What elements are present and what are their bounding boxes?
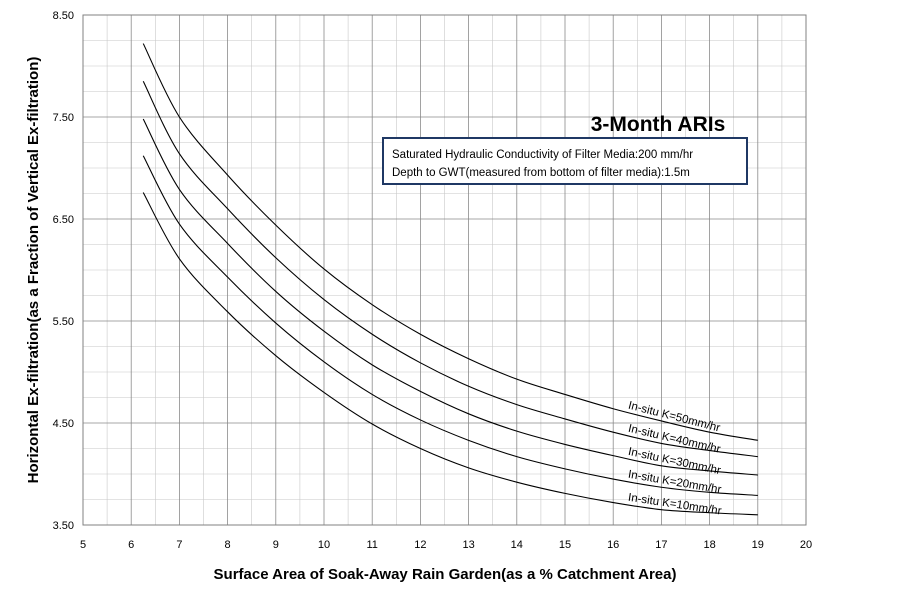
x-tick-label: 19 <box>752 539 764 551</box>
annotation-line-1: Saturated Hydraulic Conductivity of Filt… <box>392 149 693 161</box>
y-axis-title: Horizontal Ex-filtration(as a Fraction o… <box>25 57 42 484</box>
plot-border <box>82 14 807 526</box>
y-tick-label: 7.50 <box>53 112 74 124</box>
annotation-box: Saturated Hydraulic Conductivity of Filt… <box>382 137 748 185</box>
annotation-line-2: Depth to GWT(measured from bottom of fil… <box>392 167 690 179</box>
x-tick-label: 6 <box>128 539 134 551</box>
series-line <box>142 81 758 458</box>
y-tick-label: 3.50 <box>53 520 74 532</box>
x-tick-label: 11 <box>366 539 377 551</box>
series-lines <box>142 43 758 516</box>
x-tick-label: 16 <box>607 539 619 551</box>
series-line <box>142 155 758 496</box>
y-tick-label: 5.50 <box>53 316 74 328</box>
y-tick-label: 4.50 <box>53 418 74 430</box>
series-label: In-situ K=10mm/hr <box>627 492 722 518</box>
annotation-border <box>382 137 748 185</box>
x-tick-label: 20 <box>800 539 812 551</box>
chart-title: 3-Month ARIs <box>591 113 726 136</box>
x-tick-label: 14 <box>511 539 523 551</box>
y-tick-label: 8.50 <box>53 10 74 22</box>
x-tick-label: 9 <box>273 539 279 551</box>
series-line <box>142 192 758 516</box>
x-tick-label: 10 <box>318 539 330 551</box>
x-tick-label: 17 <box>655 539 667 551</box>
x-tick-label: 5 <box>80 539 86 551</box>
x-tick-labels: 5 6 7 8 9 10 11 12 13 14 15 16 17 18 19 20 <box>80 539 812 551</box>
x-tick-label: 7 <box>176 539 182 551</box>
y-tick-labels: 3.50 4.50 5.50 6.50 7.50 8.50 <box>53 10 74 532</box>
x-tick-label: 13 <box>462 539 474 551</box>
x-tick-label: 8 <box>225 539 231 551</box>
x-tick-label: 18 <box>703 539 715 551</box>
x-tick-label: 12 <box>414 539 426 551</box>
series-line <box>142 43 758 441</box>
series-line <box>142 118 758 476</box>
x-axis-title: Surface Area of Soak-Away Rain Garden(as… <box>214 566 677 583</box>
y-tick-label: 6.50 <box>53 214 74 226</box>
minor-grid <box>83 15 806 525</box>
x-tick-label: 15 <box>559 539 571 551</box>
